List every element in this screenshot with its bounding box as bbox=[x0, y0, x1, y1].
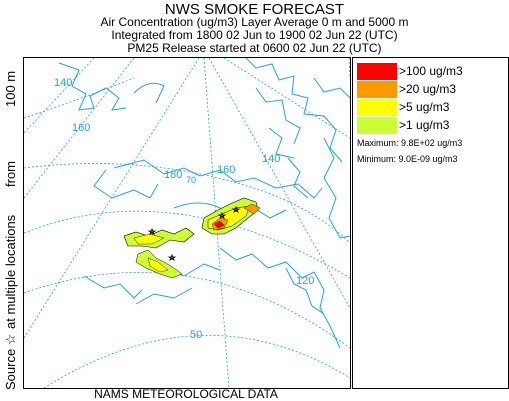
gulf-of-alaska-coast bbox=[219, 247, 341, 349]
legend-swatch bbox=[357, 63, 397, 80]
legend-swatch bbox=[357, 99, 397, 116]
source-star bbox=[231, 205, 241, 213]
latitude-line bbox=[24, 272, 350, 349]
north-alaska-canada-coast bbox=[113, 159, 323, 199]
coastlines bbox=[58, 58, 350, 349]
latitude-line bbox=[43, 334, 350, 388]
grid-label: 180 bbox=[164, 169, 182, 181]
arctic-islands-coast bbox=[268, 127, 295, 159]
side-height-text: 100 m bbox=[3, 70, 18, 107]
map-svg: 140 160 180 70 160 140 120 50 bbox=[24, 58, 350, 388]
legend-panel: >100 ug/m3 >20 ug/m3 >5 ug/m3 >1 ug/m3 M… bbox=[352, 57, 509, 389]
legend-item: >5 ug/m3 bbox=[357, 99, 507, 116]
longitude-line bbox=[24, 58, 95, 134]
arctic-islands-coast bbox=[245, 58, 343, 163]
grid-label: 140 bbox=[54, 77, 72, 89]
subtitle-concentration: Air Concentration (ug/m3) Layer Average … bbox=[100, 15, 409, 29]
legend-label: >100 ug/m3 bbox=[399, 64, 463, 78]
source-star bbox=[147, 227, 157, 235]
canadian-archipelago-coast bbox=[287, 157, 309, 199]
grid-labels: 140 160 180 70 160 140 120 50 bbox=[54, 77, 314, 341]
smoke-plume-alaska-peak bbox=[213, 220, 225, 229]
kamchatka-coast bbox=[83, 275, 143, 299]
legend-label: >5 ug/m3 bbox=[399, 100, 450, 114]
latitude-line bbox=[24, 163, 350, 244]
bc-coast bbox=[285, 267, 325, 315]
legend-swatch bbox=[357, 117, 397, 134]
legend-maximum: Maximum: 9.8E+02 ug/m3 bbox=[357, 138, 463, 148]
source-star bbox=[167, 253, 177, 261]
legend-item: >20 ug/m3 bbox=[357, 81, 507, 98]
legend-minimum: Minimum: 9.0E-09 ug/m3 bbox=[357, 154, 458, 164]
grid-label: 50 bbox=[190, 329, 202, 341]
graticule bbox=[24, 58, 350, 388]
footer-credit: NAMS METEOROLOGICAL DATA bbox=[94, 387, 278, 401]
source-star bbox=[217, 211, 227, 219]
longitude-line bbox=[24, 58, 135, 199]
side-from-text: from bbox=[3, 161, 18, 187]
source-side-label: Source ☆ at multiple locations from 100 … bbox=[3, 59, 23, 390]
latitude-line bbox=[24, 210, 350, 279]
grid-label: 160 bbox=[72, 122, 90, 134]
siberia-coast bbox=[133, 82, 165, 104]
smoke-plumes bbox=[123, 197, 261, 279]
smoke-plume-southwest-core bbox=[147, 257, 169, 273]
legend-item: >1 ug/m3 bbox=[357, 117, 507, 134]
arctic-islands-coast bbox=[255, 87, 301, 145]
longitude-line bbox=[348, 58, 350, 79]
subtitle-integration: Integrated from 1800 02 Jun to 1900 02 J… bbox=[111, 28, 398, 42]
legend-label: >20 ug/m3 bbox=[399, 82, 457, 96]
map-panel: 140 160 180 70 160 140 120 50 bbox=[23, 57, 351, 389]
grid-label: 120 bbox=[296, 275, 314, 287]
side-source-text: Source ☆ bbox=[3, 333, 18, 390]
smoke-plume-alaska-east bbox=[243, 203, 261, 215]
latitude-line bbox=[24, 77, 135, 119]
map-title: NWS SMOKE FORECAST bbox=[164, 1, 345, 18]
chukotka-coast bbox=[93, 169, 159, 199]
legend-swatch bbox=[357, 81, 397, 98]
smoke-plume-west-core bbox=[133, 233, 165, 245]
longitude-line bbox=[223, 58, 350, 139]
legend-item: >100 ug/m3 bbox=[357, 63, 507, 80]
legend-label: >1 ug/m3 bbox=[399, 118, 450, 132]
subtitle-release: PM25 Release started at 0600 02 Jun 22 (… bbox=[127, 41, 382, 55]
aleutian-coast bbox=[135, 287, 193, 305]
side-locations-text: at multiple locations bbox=[3, 214, 18, 329]
siberia-coast bbox=[58, 62, 127, 111]
grid-label: 140 bbox=[262, 153, 280, 165]
grid-label: 70 bbox=[186, 175, 196, 185]
grid-label: 160 bbox=[217, 164, 235, 176]
greenland-coast bbox=[313, 77, 350, 99]
hudson-coast bbox=[323, 137, 350, 239]
longitude-line bbox=[208, 58, 350, 309]
source-markers bbox=[147, 205, 241, 261]
